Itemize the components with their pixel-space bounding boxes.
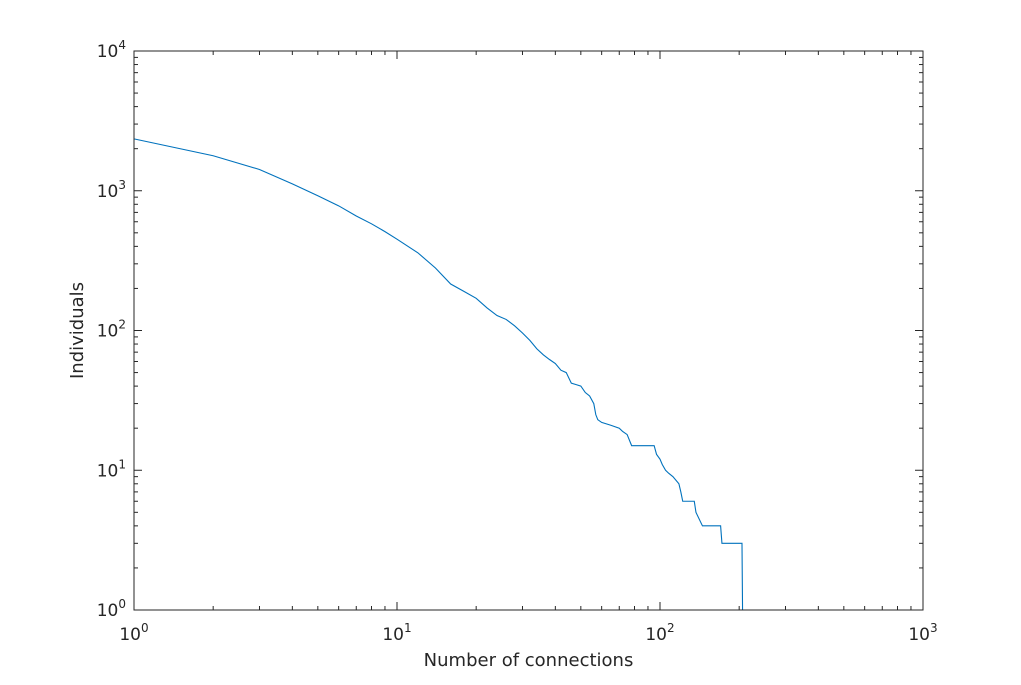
x-tick-label: 101 <box>382 621 411 645</box>
y-axis-label: Individuals <box>67 282 88 379</box>
y-tick-label: 103 <box>97 178 126 202</box>
x-tick-label: 103 <box>908 621 937 645</box>
x-tick-label: 100 <box>119 621 148 645</box>
y-tick-label: 100 <box>97 597 126 621</box>
y-tick-label: 102 <box>97 318 126 342</box>
axes-box <box>133 50 924 611</box>
x-axis-label: Number of connections <box>424 650 634 671</box>
tick-labels: 100 101 102 103 100 101 102 103 104 <box>97 38 938 645</box>
plot-area <box>134 51 923 610</box>
y-tick-label: 101 <box>97 457 126 481</box>
x-tick-label: 102 <box>645 621 674 645</box>
y-tick-label: 104 <box>97 38 126 62</box>
ticks <box>133 50 924 611</box>
series-line <box>133 138 744 611</box>
